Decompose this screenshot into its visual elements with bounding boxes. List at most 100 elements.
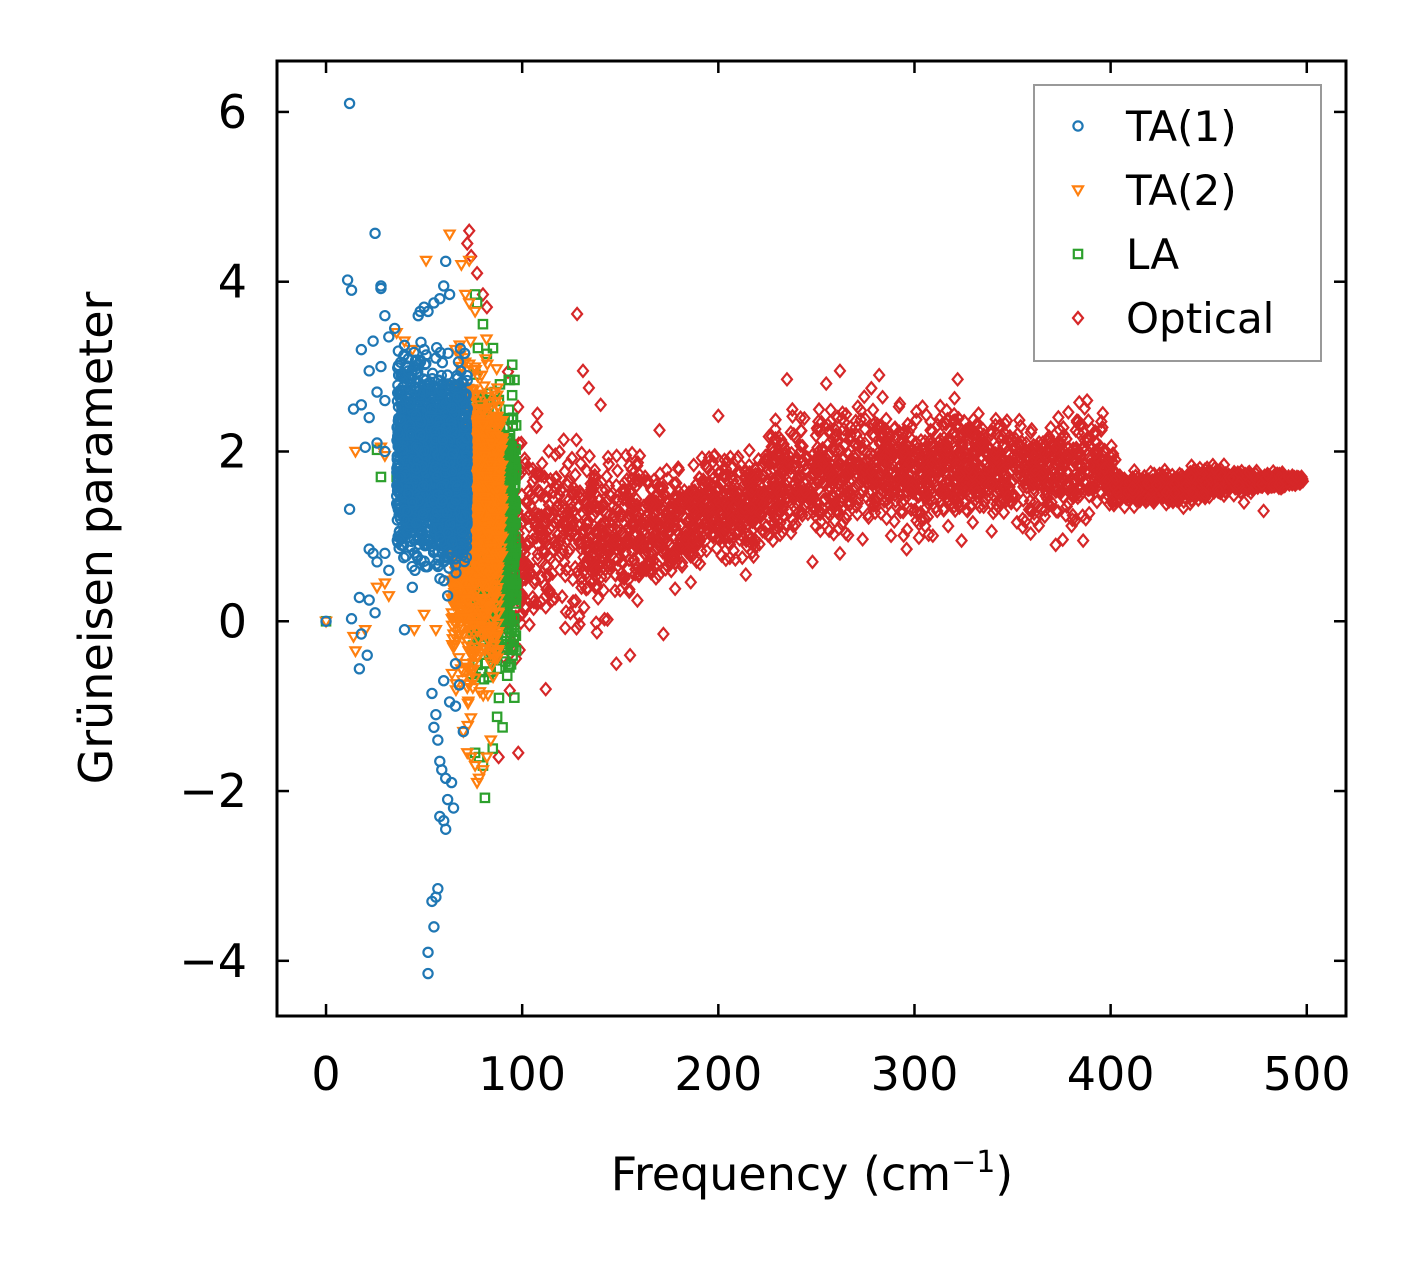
data-point: [963, 424, 977, 441]
data-point: [785, 401, 799, 418]
data-point: [558, 620, 572, 636]
data-point: [613, 582, 627, 598]
data-point: [923, 432, 937, 448]
data-point: [787, 426, 801, 443]
data-point: [1082, 505, 1096, 522]
data-point: [518, 451, 532, 467]
data-point: [1012, 412, 1026, 428]
data-point: [975, 430, 989, 447]
data-point: [526, 532, 539, 549]
data-point: [742, 442, 756, 459]
data-point: [681, 513, 695, 529]
data-point: [591, 590, 605, 607]
data-point: [864, 380, 878, 396]
data-point: [1027, 481, 1041, 497]
data-point: [558, 568, 572, 584]
data-point: [620, 530, 634, 546]
data-point: [568, 467, 582, 483]
data-point: [700, 542, 713, 559]
data-point: [564, 496, 577, 513]
data-point: [542, 582, 556, 599]
data-point: [602, 456, 616, 472]
data-point: [1025, 421, 1039, 438]
data-point: [565, 450, 579, 466]
data-point: [965, 424, 979, 441]
data-point: [858, 421, 872, 437]
data-point: [619, 447, 633, 464]
data-point: [570, 620, 583, 637]
data-point: [997, 504, 1011, 521]
data-point: [726, 480, 740, 497]
data-point: [614, 541, 628, 557]
data-point: [794, 437, 807, 454]
data-point: [580, 539, 594, 555]
data-point: [1011, 426, 1025, 442]
data-point: [561, 531, 574, 548]
data-point: [687, 457, 701, 473]
data-point: [560, 517, 574, 533]
data-point: [615, 565, 629, 581]
data-point: [996, 429, 1010, 445]
data-point: [918, 518, 932, 534]
data-point: [553, 444, 566, 460]
data-point: [530, 595, 544, 611]
data-point: [806, 491, 820, 508]
data-point: [930, 503, 944, 519]
data-point: [856, 531, 870, 547]
data-point: [609, 501, 623, 518]
data-point: [895, 448, 909, 464]
data-point: [540, 581, 554, 598]
data-point: [566, 593, 580, 610]
data-point: [893, 396, 907, 412]
data-point: [789, 480, 803, 497]
data-point: [728, 551, 742, 568]
data-point: [636, 560, 650, 576]
data-point: [557, 516, 570, 532]
series-optical: [460, 223, 1310, 765]
data-point: [729, 526, 743, 543]
data-point: [638, 469, 652, 485]
data-point: [514, 435, 528, 451]
data-point: [766, 532, 780, 549]
data-point: [909, 403, 923, 420]
data-point: [948, 502, 962, 519]
data-point: [555, 546, 569, 562]
data-point: [880, 492, 894, 508]
data-point: [540, 524, 554, 540]
data-point: [788, 485, 802, 502]
data-point: [702, 498, 716, 515]
data-point: [996, 490, 1010, 506]
data-point: [680, 544, 694, 560]
data-point: [541, 548, 555, 564]
data-point: [541, 503, 555, 519]
data-point: [854, 402, 868, 419]
data-point: [610, 448, 624, 464]
data-point: [920, 485, 934, 501]
data-point: [580, 463, 594, 479]
data-point: [539, 509, 552, 525]
data-point: [1000, 413, 1014, 429]
data-point: [858, 461, 872, 478]
data-point: [574, 516, 588, 533]
data-point: [1103, 447, 1117, 464]
data-point: [850, 506, 864, 522]
data-point: [544, 471, 557, 488]
data-point: [630, 497, 644, 513]
data-point: [735, 549, 749, 566]
data-point: [625, 462, 639, 478]
data-point: [1019, 435, 1033, 451]
data-point: [561, 544, 575, 560]
data-point: [1083, 464, 1097, 481]
data-point: [773, 527, 787, 543]
data-point: [579, 581, 593, 597]
data-point: [583, 500, 597, 516]
data-point: [630, 457, 644, 474]
data-point: [948, 390, 961, 406]
data-point: [879, 421, 893, 438]
data-point: [630, 592, 644, 609]
data-point: [707, 448, 721, 465]
data-point: [744, 507, 757, 524]
data-point: [538, 545, 552, 561]
data-point: [926, 527, 940, 544]
